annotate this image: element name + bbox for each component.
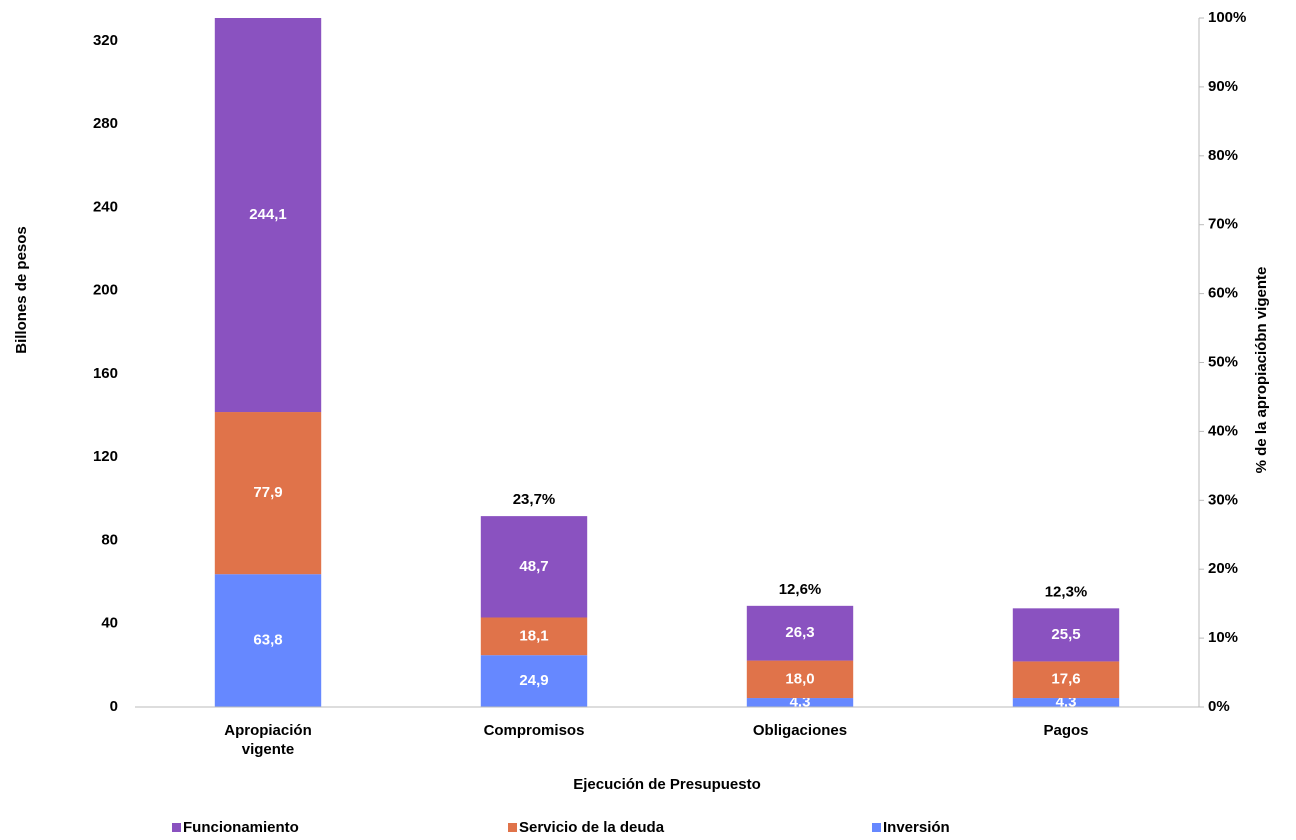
value-label: 77,9 bbox=[253, 484, 282, 501]
value-label: 17,6 bbox=[1051, 671, 1080, 688]
x-tick-label: Obligaciones bbox=[752, 722, 848, 739]
y2-tick-label: 70% bbox=[1208, 216, 1238, 233]
y2-tick-label: 90% bbox=[1208, 78, 1238, 95]
value-label: 48,7 bbox=[519, 558, 548, 575]
bar-segment bbox=[1012, 698, 1120, 707]
bar-segment bbox=[1012, 661, 1120, 699]
legend-swatch bbox=[872, 823, 881, 832]
bar-segment bbox=[480, 655, 588, 707]
legend-swatch bbox=[508, 823, 517, 832]
value-label: 24,9 bbox=[519, 672, 548, 689]
y-tick-label: 40 bbox=[101, 615, 118, 632]
bar-segment bbox=[746, 698, 854, 707]
x-tick-label-box: Pagos bbox=[1043, 722, 1089, 739]
x-tick-label-box: Compromisos bbox=[483, 722, 585, 739]
value-label: 25,5 bbox=[1051, 626, 1080, 643]
y2-tick-label: 80% bbox=[1208, 147, 1238, 164]
value-label: 244,1 bbox=[249, 206, 287, 223]
y-axis-title: Billones de pesos bbox=[13, 226, 30, 354]
plot-area: 63,877,9244,124,918,148,74,318,026,34,31… bbox=[214, 18, 1120, 708]
x-tick-label: Compromisos bbox=[483, 722, 585, 739]
x-tick-label: Pagos bbox=[1043, 722, 1089, 739]
x-axis-title: Ejecución de Presupuesto bbox=[573, 776, 761, 793]
percent-label: 23,7% bbox=[513, 491, 556, 508]
y-tick-label: 120 bbox=[93, 448, 118, 465]
y-tick-label: 0 bbox=[110, 698, 118, 715]
y2-tick-label: 100% bbox=[1208, 9, 1246, 26]
percent-label: 12,6% bbox=[779, 581, 822, 598]
legend-swatch bbox=[172, 823, 181, 832]
y2-tick-label: 0% bbox=[1208, 698, 1230, 715]
y-tick-label: 200 bbox=[93, 282, 118, 299]
y2-tick-label: 20% bbox=[1208, 560, 1238, 577]
bar-segment bbox=[214, 574, 322, 707]
bar-segment bbox=[746, 605, 854, 661]
bar-segment bbox=[1012, 608, 1120, 662]
y2-tick-label: 10% bbox=[1208, 629, 1238, 646]
y2-tick-label: 50% bbox=[1208, 353, 1238, 370]
bar-segment bbox=[480, 516, 588, 618]
value-label: 18,0 bbox=[785, 670, 814, 687]
value-label: 18,1 bbox=[519, 627, 548, 644]
legend-label: Inversión bbox=[883, 819, 950, 836]
y-tick-label: 280 bbox=[93, 115, 118, 132]
y2-axis-title: % de la apropiacióbn vigente bbox=[1253, 267, 1270, 474]
value-label: 63,8 bbox=[253, 632, 282, 649]
y-tick-label: 320 bbox=[93, 32, 118, 49]
legend-label: Servicio de la deuda bbox=[519, 819, 665, 836]
y-tick-label: 80 bbox=[101, 531, 118, 548]
bar-segment bbox=[214, 412, 322, 575]
bar-segment bbox=[214, 18, 322, 413]
legend-label: Funcionamiento bbox=[183, 819, 299, 836]
value-label: 26,3 bbox=[785, 624, 814, 641]
x-tick-label: Apropiación vigente bbox=[224, 722, 312, 758]
y-tick-label: 160 bbox=[93, 365, 118, 382]
x-tick-label-box: Apropiación vigente bbox=[224, 722, 312, 758]
bar-segment bbox=[746, 660, 854, 699]
y2-tick-label: 30% bbox=[1208, 491, 1238, 508]
y-tick-label: 240 bbox=[93, 198, 118, 215]
y2-tick-label: 40% bbox=[1208, 422, 1238, 439]
y2-tick-label: 60% bbox=[1208, 285, 1238, 302]
percent-label: 12,3% bbox=[1045, 583, 1088, 600]
bar-segment bbox=[480, 617, 588, 656]
x-tick-label-box: Obligaciones bbox=[752, 722, 848, 739]
